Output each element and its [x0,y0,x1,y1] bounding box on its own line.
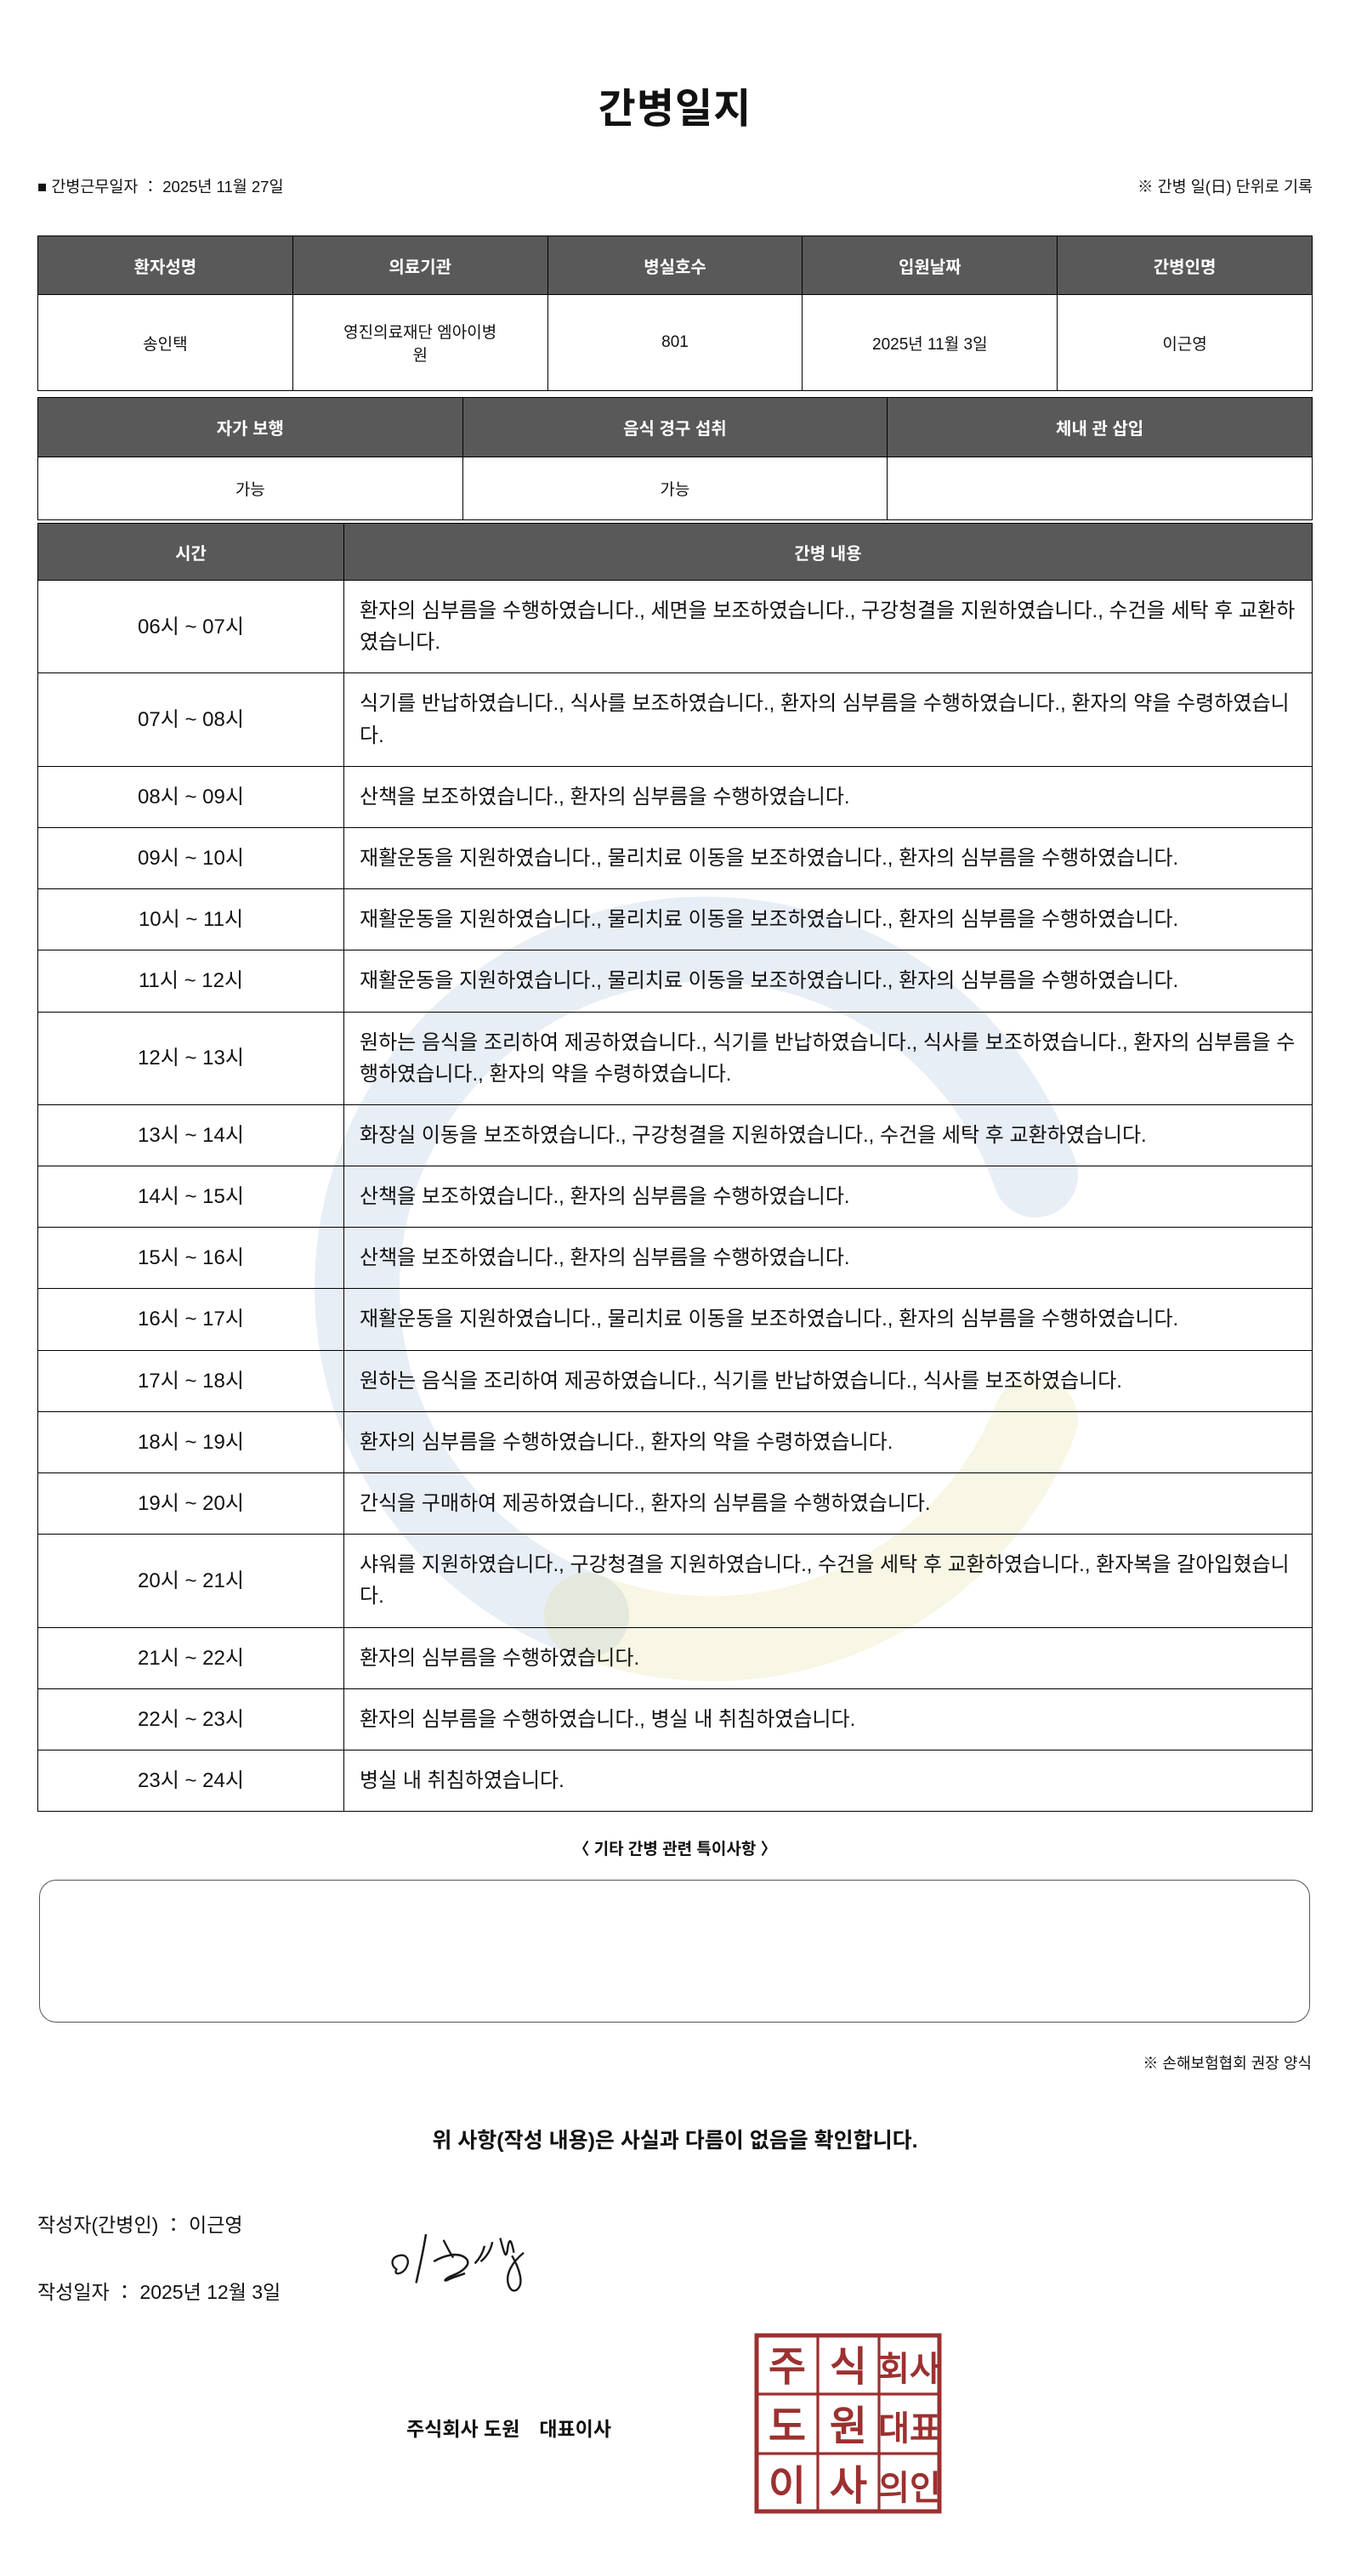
svg-text:이: 이 [769,2464,806,2509]
svg-text:사: 사 [830,2464,867,2509]
svg-text:대표: 대표 [878,2410,941,2448]
svg-text:도: 도 [769,2404,806,2449]
svg-text:회사: 회사 [878,2351,941,2388]
svg-text:원: 원 [830,2404,867,2449]
svg-text:주: 주 [769,2345,806,2390]
svg-text:의인: 의인 [878,2470,941,2507]
svg-text:식: 식 [830,2345,867,2390]
